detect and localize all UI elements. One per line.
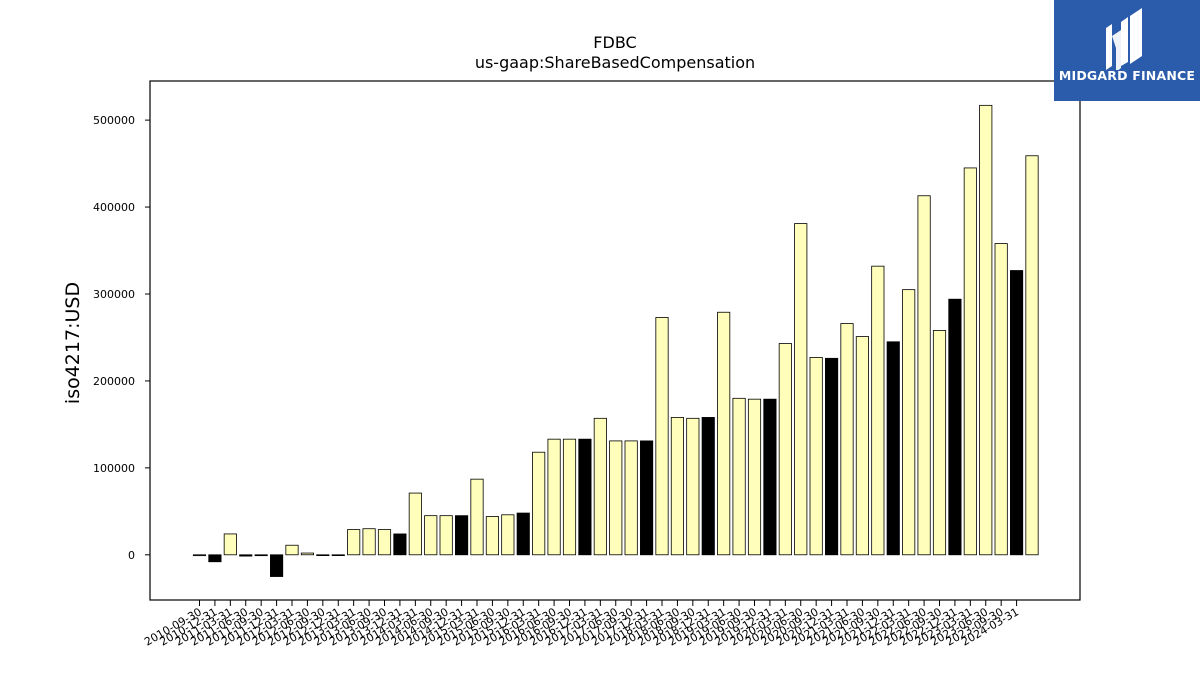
bar	[917, 195, 931, 556]
bar	[470, 478, 484, 556]
bar	[932, 330, 947, 556]
midgard-finance-logo: MIDGARD FINANCE	[1054, 0, 1200, 101]
bar	[855, 336, 869, 556]
bar	[886, 341, 900, 556]
bar	[377, 529, 392, 556]
y-tick-label: 100000	[93, 462, 135, 475]
bar	[578, 438, 592, 556]
bar	[670, 417, 684, 556]
bar	[747, 398, 762, 556]
bar	[1025, 155, 1039, 556]
x-axis: 2010-09-302010-12-312011-03-312011-06-30…	[142, 600, 1021, 649]
bar	[362, 528, 376, 556]
bar	[192, 554, 207, 557]
bar	[825, 357, 839, 556]
bar	[547, 438, 561, 556]
bar	[994, 243, 1008, 556]
bar	[331, 554, 345, 556]
bar	[979, 104, 993, 556]
midgard-logo-icon	[1106, 8, 1142, 70]
bar	[562, 438, 577, 556]
bar	[593, 417, 607, 556]
bar	[254, 554, 268, 557]
bar	[686, 417, 700, 556]
bar	[300, 552, 314, 556]
bar	[347, 529, 361, 556]
y-tick-label: 0	[128, 549, 135, 562]
bar	[485, 516, 499, 556]
bar	[393, 533, 407, 556]
bar	[902, 289, 916, 556]
y-axis-label: iso4217:USD	[62, 282, 84, 404]
bar	[655, 317, 669, 556]
bar	[223, 533, 237, 556]
y-tick-label: 500000	[93, 114, 135, 127]
chart-title: FDBC	[593, 33, 636, 52]
bar	[316, 554, 330, 556]
bar	[609, 440, 623, 556]
bar	[516, 512, 530, 556]
bar	[624, 440, 638, 556]
bar	[948, 298, 962, 556]
bar	[717, 311, 731, 556]
y-tick-label: 200000	[93, 375, 135, 388]
bar	[640, 440, 654, 556]
bar	[270, 554, 284, 577]
bar	[424, 515, 438, 556]
bar	[794, 223, 808, 556]
chart-subtitle: us-gaap:ShareBasedCompensation	[475, 53, 755, 72]
bar	[778, 343, 792, 556]
bar	[701, 417, 715, 556]
bar	[439, 515, 453, 556]
bar	[455, 515, 469, 556]
bar-series	[192, 104, 1039, 577]
plot-area	[149, 80, 1081, 601]
bar	[532, 451, 546, 556]
bar	[501, 514, 515, 556]
bar	[809, 357, 823, 556]
bar	[1010, 270, 1024, 556]
bar	[763, 398, 777, 556]
bar	[732, 397, 746, 556]
bar	[208, 554, 222, 563]
y-tick-label: 400000	[93, 201, 135, 214]
bar	[840, 323, 854, 556]
bar	[285, 544, 299, 556]
bar	[871, 265, 885, 556]
y-axis: 0 100000 200000 300000 400000 500000	[93, 114, 150, 562]
logo-text: MIDGARD FINANCE	[1058, 68, 1196, 83]
bar	[963, 167, 977, 556]
y-tick-label: 300000	[93, 288, 135, 301]
bar	[239, 554, 253, 557]
bar	[408, 492, 422, 556]
